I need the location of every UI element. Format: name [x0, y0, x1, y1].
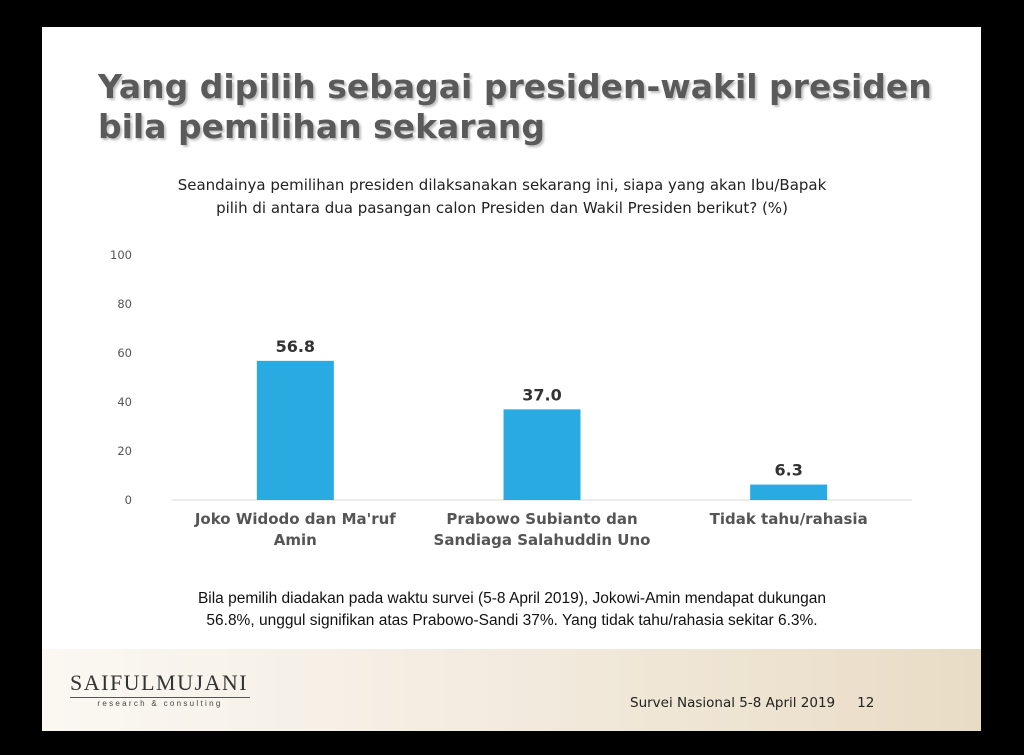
- slide-title: Yang dipilih sebagai presiden-wakil pres…: [98, 67, 938, 147]
- chart-title-line-2: pilih di antara dua pasangan calon Presi…: [216, 199, 788, 217]
- page-number: 12: [857, 695, 875, 711]
- logo-name: SAIFULMUJANI: [70, 670, 249, 695]
- footer-survey-label: Survei Nasional 5-8 April 2019: [630, 695, 836, 711]
- bar: [750, 484, 828, 500]
- x-tick-label-line: Prabowo Subianto dan: [446, 510, 637, 528]
- x-axis-labels: Joko Widodo dan Ma'ruf Amin Prabowo Subian…: [194, 510, 868, 549]
- x-tick-label-line: Tidak tahu/rahasia: [710, 510, 868, 528]
- logo-tagline: research & consulting: [97, 699, 223, 708]
- y-tick-label: 100: [110, 248, 132, 262]
- bar: [503, 409, 581, 500]
- company-logo: SAIFULMUJANI research & consulting: [70, 671, 260, 708]
- x-tick-label: Tidak tahu/rahasia: [710, 510, 868, 528]
- bar-value-label: 6.3: [774, 461, 802, 480]
- summary-line-2: 56.8%, unggul signifikan atas Prabowo-Sa…: [206, 612, 818, 629]
- y-axis-ticks: 0 20 40 60 80 100: [110, 248, 132, 507]
- slide-title-line-2: bila pemilihan sekarang: [98, 107, 545, 146]
- x-tick-label: Prabowo Subianto dan Sandiaga Salahuddin …: [434, 510, 651, 549]
- bar: [256, 360, 334, 500]
- y-tick-label: 80: [117, 297, 132, 311]
- slide-title-line-1: Yang dipilih sebagai presiden-wakil pres…: [98, 67, 932, 106]
- x-tick-label-line: Amin: [274, 531, 317, 549]
- x-tick-label: Joko Widodo dan Ma'ruf Amin: [194, 510, 396, 549]
- value-labels: 56.8 37.0 6.3: [276, 337, 803, 480]
- y-tick-label: 20: [117, 444, 132, 458]
- logo-divider: [70, 697, 250, 698]
- bars: [256, 360, 828, 500]
- x-tick-label-line: Sandiaga Salahuddin Uno: [434, 531, 651, 549]
- summary-line-1: Bila pemilih diadakan pada waktu survei …: [197, 590, 827, 607]
- y-tick-label: 60: [117, 346, 132, 360]
- chart-title-line-1: Seandainya pemilihan presiden dilaksanak…: [177, 176, 827, 194]
- bar-value-label: 37.0: [522, 385, 561, 404]
- footer: Survei Nasional 5-8 April 2019 12: [630, 695, 874, 711]
- slide: Yang dipilih sebagai presiden-wakil pres…: [42, 27, 981, 731]
- y-tick-label: 40: [117, 395, 132, 409]
- chart-title: Seandainya pemilihan presiden dilaksanak…: [72, 174, 932, 220]
- bar-value-label: 56.8: [276, 337, 315, 356]
- summary-text: Bila pemilih diadakan pada waktu survei …: [92, 588, 932, 632]
- x-tick-label-line: Joko Widodo dan Ma'ruf: [194, 510, 396, 528]
- footer-band: [42, 649, 981, 731]
- y-tick-label: 0: [125, 493, 132, 507]
- bar-chart: 0 20 40 60 80 100 56.8 37.0 6.3 Joko Widodo dan…: [110, 248, 912, 549]
